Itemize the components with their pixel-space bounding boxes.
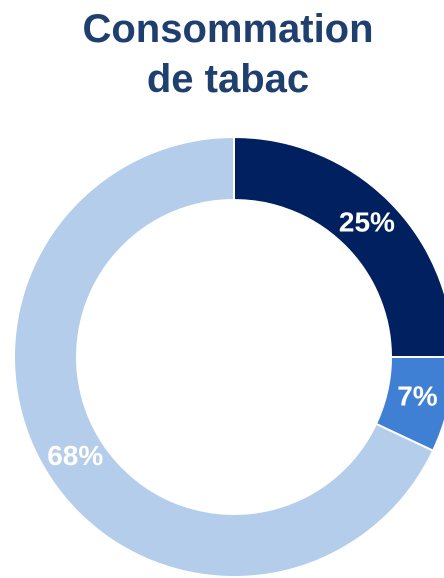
donut-slice xyxy=(13,135,435,578)
value-label: 7% xyxy=(397,380,438,411)
chart-title: Consommation xyxy=(82,7,373,51)
value-label: 68% xyxy=(47,440,103,471)
value-label: 25% xyxy=(339,206,395,237)
chart-title: de tabac xyxy=(147,57,309,101)
donut-slice xyxy=(233,135,444,358)
